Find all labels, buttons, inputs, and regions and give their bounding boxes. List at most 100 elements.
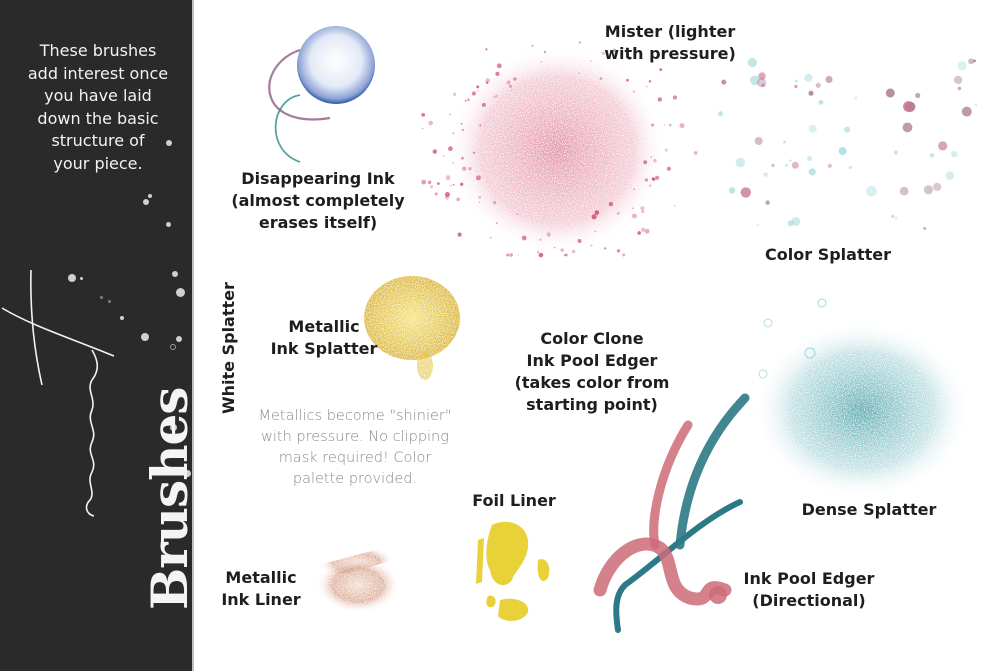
- color-splatter-dot: [718, 111, 723, 117]
- mister-dot: [453, 92, 457, 96]
- mister-dot: [464, 100, 467, 102]
- foil-liner-sample: [476, 521, 550, 621]
- label-line: Ink Splatter: [270, 339, 378, 358]
- intro-line: down the basic: [37, 108, 159, 128]
- mister-dot: [485, 78, 491, 83]
- mister-dot: [442, 155, 445, 157]
- label-white-splatter: White Splatter: [219, 282, 238, 414]
- mister-dot: [644, 228, 650, 234]
- intro-line: you have laid: [44, 86, 152, 105]
- color-splatter-dot: [728, 187, 736, 194]
- mister-dot: [450, 185, 452, 187]
- mister-dot: [651, 177, 655, 180]
- label-line: erases itself): [258, 213, 378, 232]
- label-metallic-ink-liner: Metallic Ink Liner: [216, 567, 306, 611]
- metallic-ink-liner-sample: [316, 545, 400, 613]
- color-splatter-dot: [838, 147, 847, 155]
- label-disappearing-ink: Disappearing Ink (almost completely eras…: [228, 168, 408, 234]
- sidebar-panel: These brushes add interest once you have…: [0, 0, 192, 671]
- label-color-splatter: Color Splatter: [765, 245, 891, 264]
- mister-dot: [475, 175, 481, 181]
- color-splatter-dot: [844, 126, 851, 133]
- white-splatter-dot: [68, 274, 76, 282]
- mister-dot: [644, 178, 649, 182]
- mister-dot: [489, 236, 492, 239]
- mister-dot: [578, 72, 581, 75]
- mister-dot: [445, 175, 451, 181]
- mister-dot: [679, 123, 685, 129]
- color-splatter-dot: [758, 72, 766, 80]
- mister-dot: [521, 235, 527, 241]
- mister-dot: [604, 247, 607, 250]
- mister-dot: [421, 179, 427, 185]
- color-splatter-dot: [783, 140, 786, 144]
- mister-dot: [539, 238, 542, 241]
- mister-dot: [599, 77, 603, 80]
- label-color-clone-ink-pool-edger: Color Clone Ink Pool Edger (takes color …: [508, 328, 676, 416]
- mister-dot: [428, 120, 434, 126]
- mister-dot: [427, 180, 432, 185]
- color-splatter-dot: [893, 150, 899, 155]
- note-line: mask required! Color: [278, 450, 432, 466]
- mister-dot: [460, 182, 464, 186]
- mister-dot: [472, 151, 476, 154]
- mister-dot: [537, 251, 539, 254]
- note-line: with pressure. No clipping: [261, 429, 449, 445]
- mister-dot: [627, 56, 632, 60]
- intro-line: These brushes: [39, 41, 157, 60]
- mister-dot: [531, 44, 534, 47]
- mister-dot: [608, 202, 614, 207]
- mister-dot: [655, 175, 660, 180]
- label-metallic-ink-splatter: Metallic Ink Splatter: [262, 316, 386, 360]
- mister-dot: [510, 89, 513, 91]
- color-splatter-dot: [961, 106, 972, 117]
- mister-dot: [461, 156, 464, 160]
- mister-dot: [594, 210, 600, 215]
- note-line: Metallics become "shinier": [258, 408, 452, 424]
- color-splatter-dot: [815, 82, 821, 88]
- mister-dot: [540, 61, 543, 63]
- color-splatter-sample: [718, 58, 978, 230]
- mister-dot: [461, 128, 465, 132]
- label-line: Ink Liner: [221, 590, 301, 609]
- mister-dot: [506, 80, 511, 85]
- mister-dot: [546, 232, 551, 237]
- color-splatter-dot: [721, 79, 727, 85]
- mister-dot: [471, 91, 476, 96]
- mister-dot: [643, 160, 648, 165]
- intro-line: your piece.: [53, 153, 143, 173]
- intro-line: structure of: [51, 131, 145, 150]
- mister-dot: [509, 253, 513, 257]
- metallics-note: Metallics become "shinier" with pressure…: [230, 406, 480, 490]
- mister-dot: [590, 60, 592, 62]
- mister-dot: [632, 90, 636, 93]
- color-splatter-dot: [974, 103, 978, 107]
- color-splatter-dot: [866, 185, 877, 197]
- mister-dot: [631, 213, 637, 219]
- mister-dot: [651, 123, 655, 127]
- color-splatter-dot: [761, 83, 765, 87]
- mister-dot: [553, 246, 556, 249]
- mister-dot: [577, 239, 582, 243]
- color-splatter-dot: [929, 153, 935, 158]
- mister-dot: [640, 227, 646, 233]
- color-splatter-dot: [902, 122, 913, 133]
- color-splatter-dot: [771, 163, 775, 167]
- panel-divider: [192, 0, 194, 671]
- mister-dot: [432, 149, 437, 154]
- mister-dot: [457, 232, 462, 237]
- mister-dot: [693, 151, 698, 155]
- ink-pool-edger-sample: [593, 393, 750, 633]
- white-splatter-dot: [170, 344, 176, 350]
- color-splatter-dot: [747, 58, 757, 68]
- label-line: starting point): [526, 395, 658, 414]
- mister-dot: [449, 113, 451, 116]
- mister-dot: [437, 182, 440, 185]
- white-splatter-dot: [170, 424, 177, 431]
- mister-dot: [516, 213, 519, 215]
- color-splatter-dot: [923, 185, 934, 195]
- color-splatter-dot: [765, 200, 770, 205]
- color-splatter-dot: [933, 182, 942, 192]
- white-splatter-dot: [108, 300, 111, 303]
